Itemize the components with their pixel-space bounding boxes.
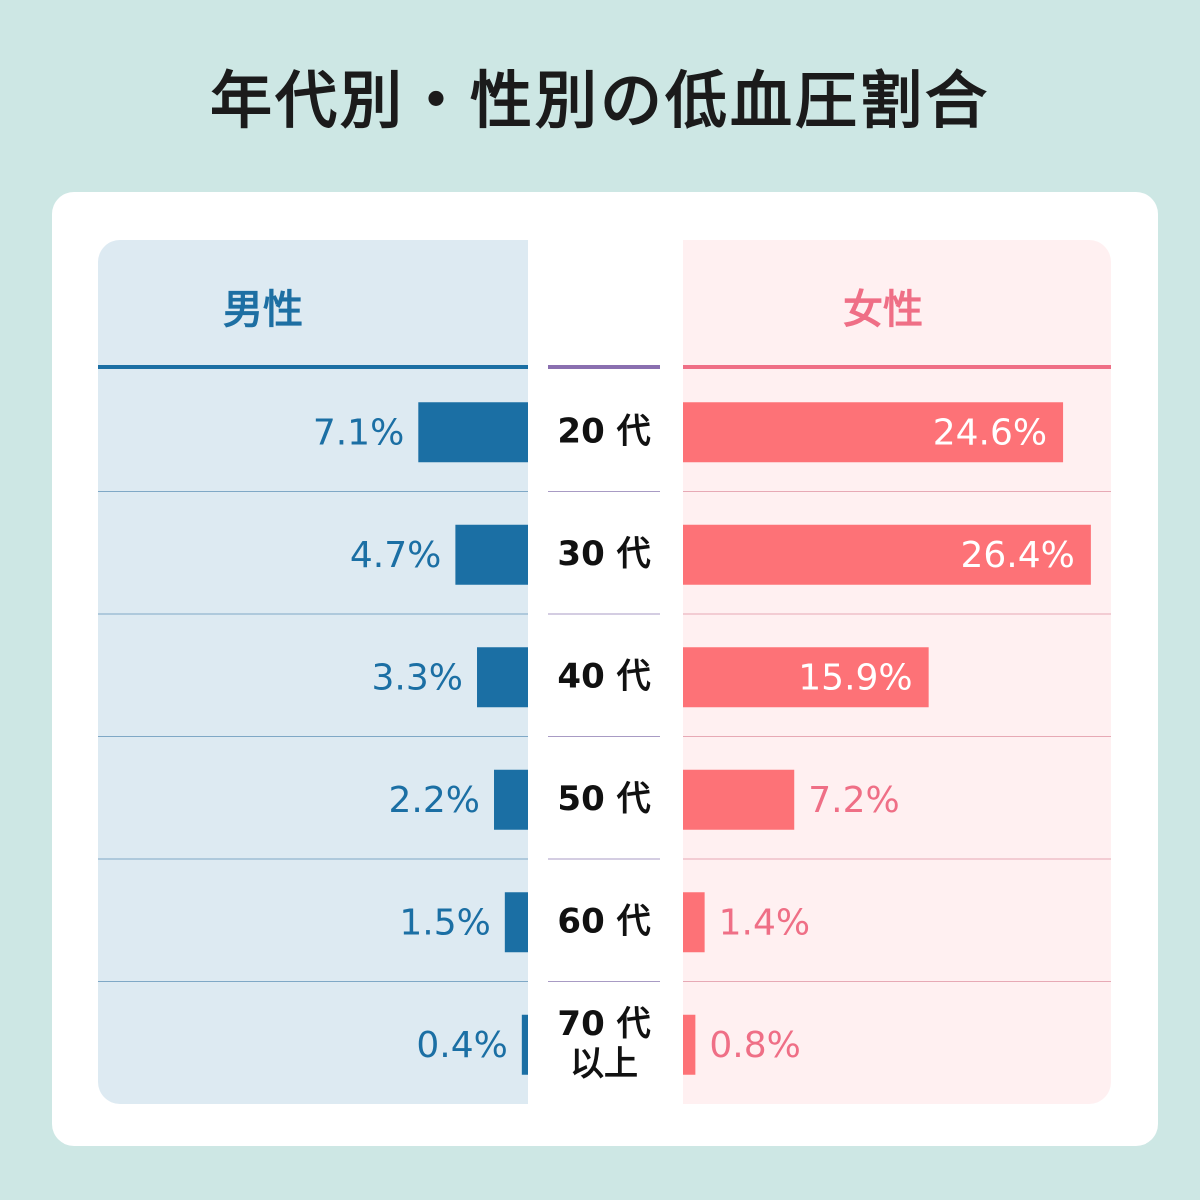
- female-bar: [683, 892, 705, 953]
- female-header-underline: [683, 365, 1111, 369]
- female-bar: [683, 1014, 696, 1075]
- male-value-label: 2.2%: [389, 780, 480, 821]
- age-label: 70 代: [557, 1004, 650, 1044]
- male-bar: [521, 1014, 528, 1075]
- male-header: 男性: [223, 287, 303, 333]
- female-value-label: 1.4%: [719, 902, 810, 943]
- male-value-label: 4.7%: [350, 535, 441, 576]
- male-header-underline: [98, 365, 528, 369]
- male-value-label: 0.4%: [416, 1025, 507, 1066]
- male-value-label: 7.1%: [313, 412, 404, 453]
- age-label: 30 代: [557, 534, 650, 574]
- female-value-label: 0.8%: [709, 1025, 800, 1066]
- male-bar: [494, 769, 528, 830]
- female-value-label: 24.6%: [933, 412, 1047, 453]
- age-label: 20 代: [557, 411, 650, 451]
- male-value-label: 3.3%: [372, 657, 463, 698]
- female-value-label: 15.9%: [798, 657, 912, 698]
- male-panel: [98, 240, 528, 1104]
- female-value-label: 26.4%: [961, 535, 1075, 576]
- female-header: 女性: [843, 287, 923, 333]
- female-bar: [683, 524, 1091, 585]
- female-value-label: 7.2%: [808, 780, 899, 821]
- age-header-underline: [548, 365, 660, 369]
- age-label: 50 代: [557, 779, 650, 819]
- male-bar: [455, 524, 528, 585]
- female-bar: [683, 647, 929, 708]
- age-label: 60 代: [557, 901, 650, 941]
- female-bar: [683, 402, 1064, 463]
- male-value-label: 1.5%: [399, 902, 490, 943]
- male-bar: [504, 892, 528, 953]
- page-title: 年代別・性別の低血圧割合: [209, 64, 990, 137]
- male-bar: [477, 647, 528, 708]
- age-label: 以上: [570, 1044, 638, 1084]
- male-bar: [418, 402, 528, 463]
- age-label: 40 代: [557, 656, 650, 696]
- female-bar: [683, 769, 795, 830]
